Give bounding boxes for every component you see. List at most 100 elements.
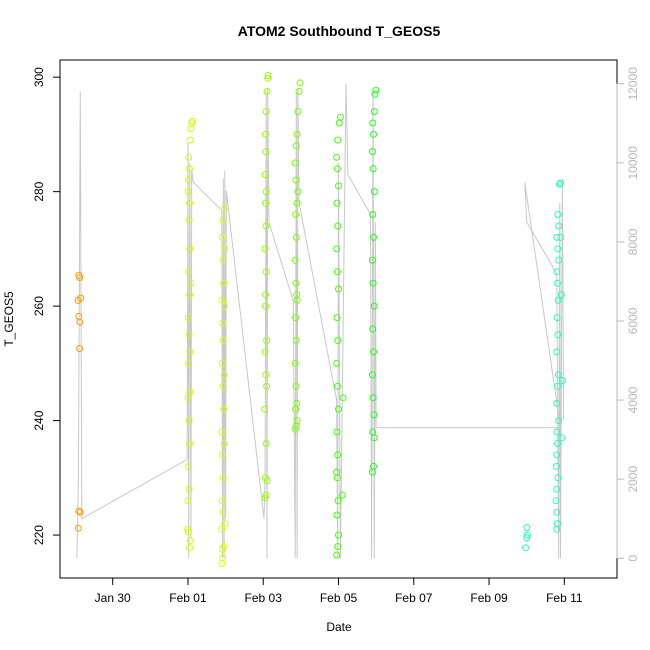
data-point — [219, 216, 227, 224]
data-point — [186, 440, 193, 447]
line-series-path — [76, 83, 565, 559]
data-point — [553, 485, 561, 493]
data-point — [553, 233, 561, 241]
x-tick-label: Feb 01 — [169, 591, 207, 605]
data-point — [369, 211, 377, 218]
data-point — [370, 348, 377, 356]
data-point — [522, 544, 529, 552]
data-point — [554, 211, 562, 218]
data-point — [218, 525, 226, 533]
series-0 — [74, 271, 85, 532]
data-point — [554, 440, 561, 447]
data-point — [218, 233, 226, 241]
data-point — [333, 551, 341, 559]
series-6 — [368, 86, 380, 476]
data-point — [555, 180, 563, 188]
data-point — [370, 411, 378, 419]
data-point — [333, 359, 341, 367]
data-point — [335, 531, 342, 539]
data-point — [333, 468, 341, 476]
data-point — [554, 520, 561, 528]
data-point — [218, 428, 226, 436]
data-point — [293, 399, 301, 407]
data-point — [76, 274, 84, 281]
data-point — [370, 462, 377, 470]
data-point — [218, 497, 226, 505]
x-tick-label: Feb 07 — [395, 591, 433, 605]
data-point — [292, 382, 300, 390]
data-point — [552, 497, 560, 505]
data-point — [292, 142, 300, 150]
data-point — [261, 405, 269, 413]
series-7 — [522, 179, 566, 552]
data-point — [523, 524, 531, 532]
data-point — [186, 544, 193, 552]
y2-tick-label: 4000 — [626, 386, 640, 413]
x-tick-label: Feb 09 — [470, 591, 508, 605]
data-point — [185, 268, 193, 276]
data-point — [293, 130, 301, 138]
data-point — [185, 462, 193, 470]
data-point — [186, 136, 194, 144]
x-tick-label: Jan 30 — [95, 591, 131, 605]
y-tick-label: 280 — [32, 181, 46, 201]
y-axis-right: 0 2000 4000 6000 8000 10000 12000 — [616, 67, 640, 562]
data-point — [291, 159, 299, 167]
data-point — [262, 491, 270, 499]
data-point — [333, 382, 341, 390]
data-point — [292, 211, 300, 218]
data-point — [187, 279, 195, 287]
data-point — [77, 294, 85, 302]
series-2 — [218, 205, 229, 568]
data-point — [262, 291, 269, 299]
y-tick-label: 240 — [32, 410, 46, 430]
data-point — [553, 268, 561, 276]
data-point — [554, 279, 561, 287]
data-point — [221, 520, 229, 528]
x-tick-label: Feb 03 — [245, 591, 283, 605]
data-point — [262, 268, 270, 276]
data-point — [262, 440, 270, 447]
data-point — [75, 507, 83, 515]
data-point — [369, 428, 377, 436]
y-axis-label: T_GEOS5 — [2, 291, 16, 347]
data-point — [557, 291, 565, 299]
data-point — [368, 256, 376, 264]
x-tick-label: Feb 11 — [546, 591, 583, 605]
data-point — [295, 88, 303, 95]
data-point — [371, 90, 379, 98]
data-point — [370, 108, 378, 115]
data-point — [552, 462, 560, 470]
data-point — [262, 474, 269, 482]
data-point — [262, 188, 270, 196]
data-point — [76, 318, 84, 326]
y2-tick-label: 12000 — [626, 67, 640, 101]
data-point — [333, 314, 341, 322]
data-point — [220, 405, 228, 413]
data-point — [262, 302, 269, 310]
data-point — [186, 165, 193, 173]
data-point — [334, 543, 342, 550]
y-tick-label: 260 — [32, 296, 46, 316]
data-point — [74, 524, 82, 532]
data-point — [220, 371, 228, 379]
data-point — [219, 319, 227, 327]
data-point — [186, 291, 193, 299]
data-point — [220, 205, 228, 213]
data-point — [262, 222, 270, 230]
y-axis-left: 220 240 260 280 300 — [32, 67, 61, 545]
data-point — [555, 256, 563, 264]
data-point — [333, 165, 341, 173]
data-point — [296, 79, 304, 87]
data-point — [185, 359, 193, 367]
data-point — [553, 428, 561, 436]
data-point — [523, 531, 531, 539]
data-point — [553, 451, 561, 459]
chart-title: ATOM2 Southbound T_GEOS5 — [238, 23, 441, 39]
y2-tick-label: 6000 — [626, 307, 640, 334]
data-point — [333, 153, 341, 161]
data-point — [184, 497, 192, 505]
data-point — [554, 331, 562, 339]
data-point — [186, 388, 194, 396]
